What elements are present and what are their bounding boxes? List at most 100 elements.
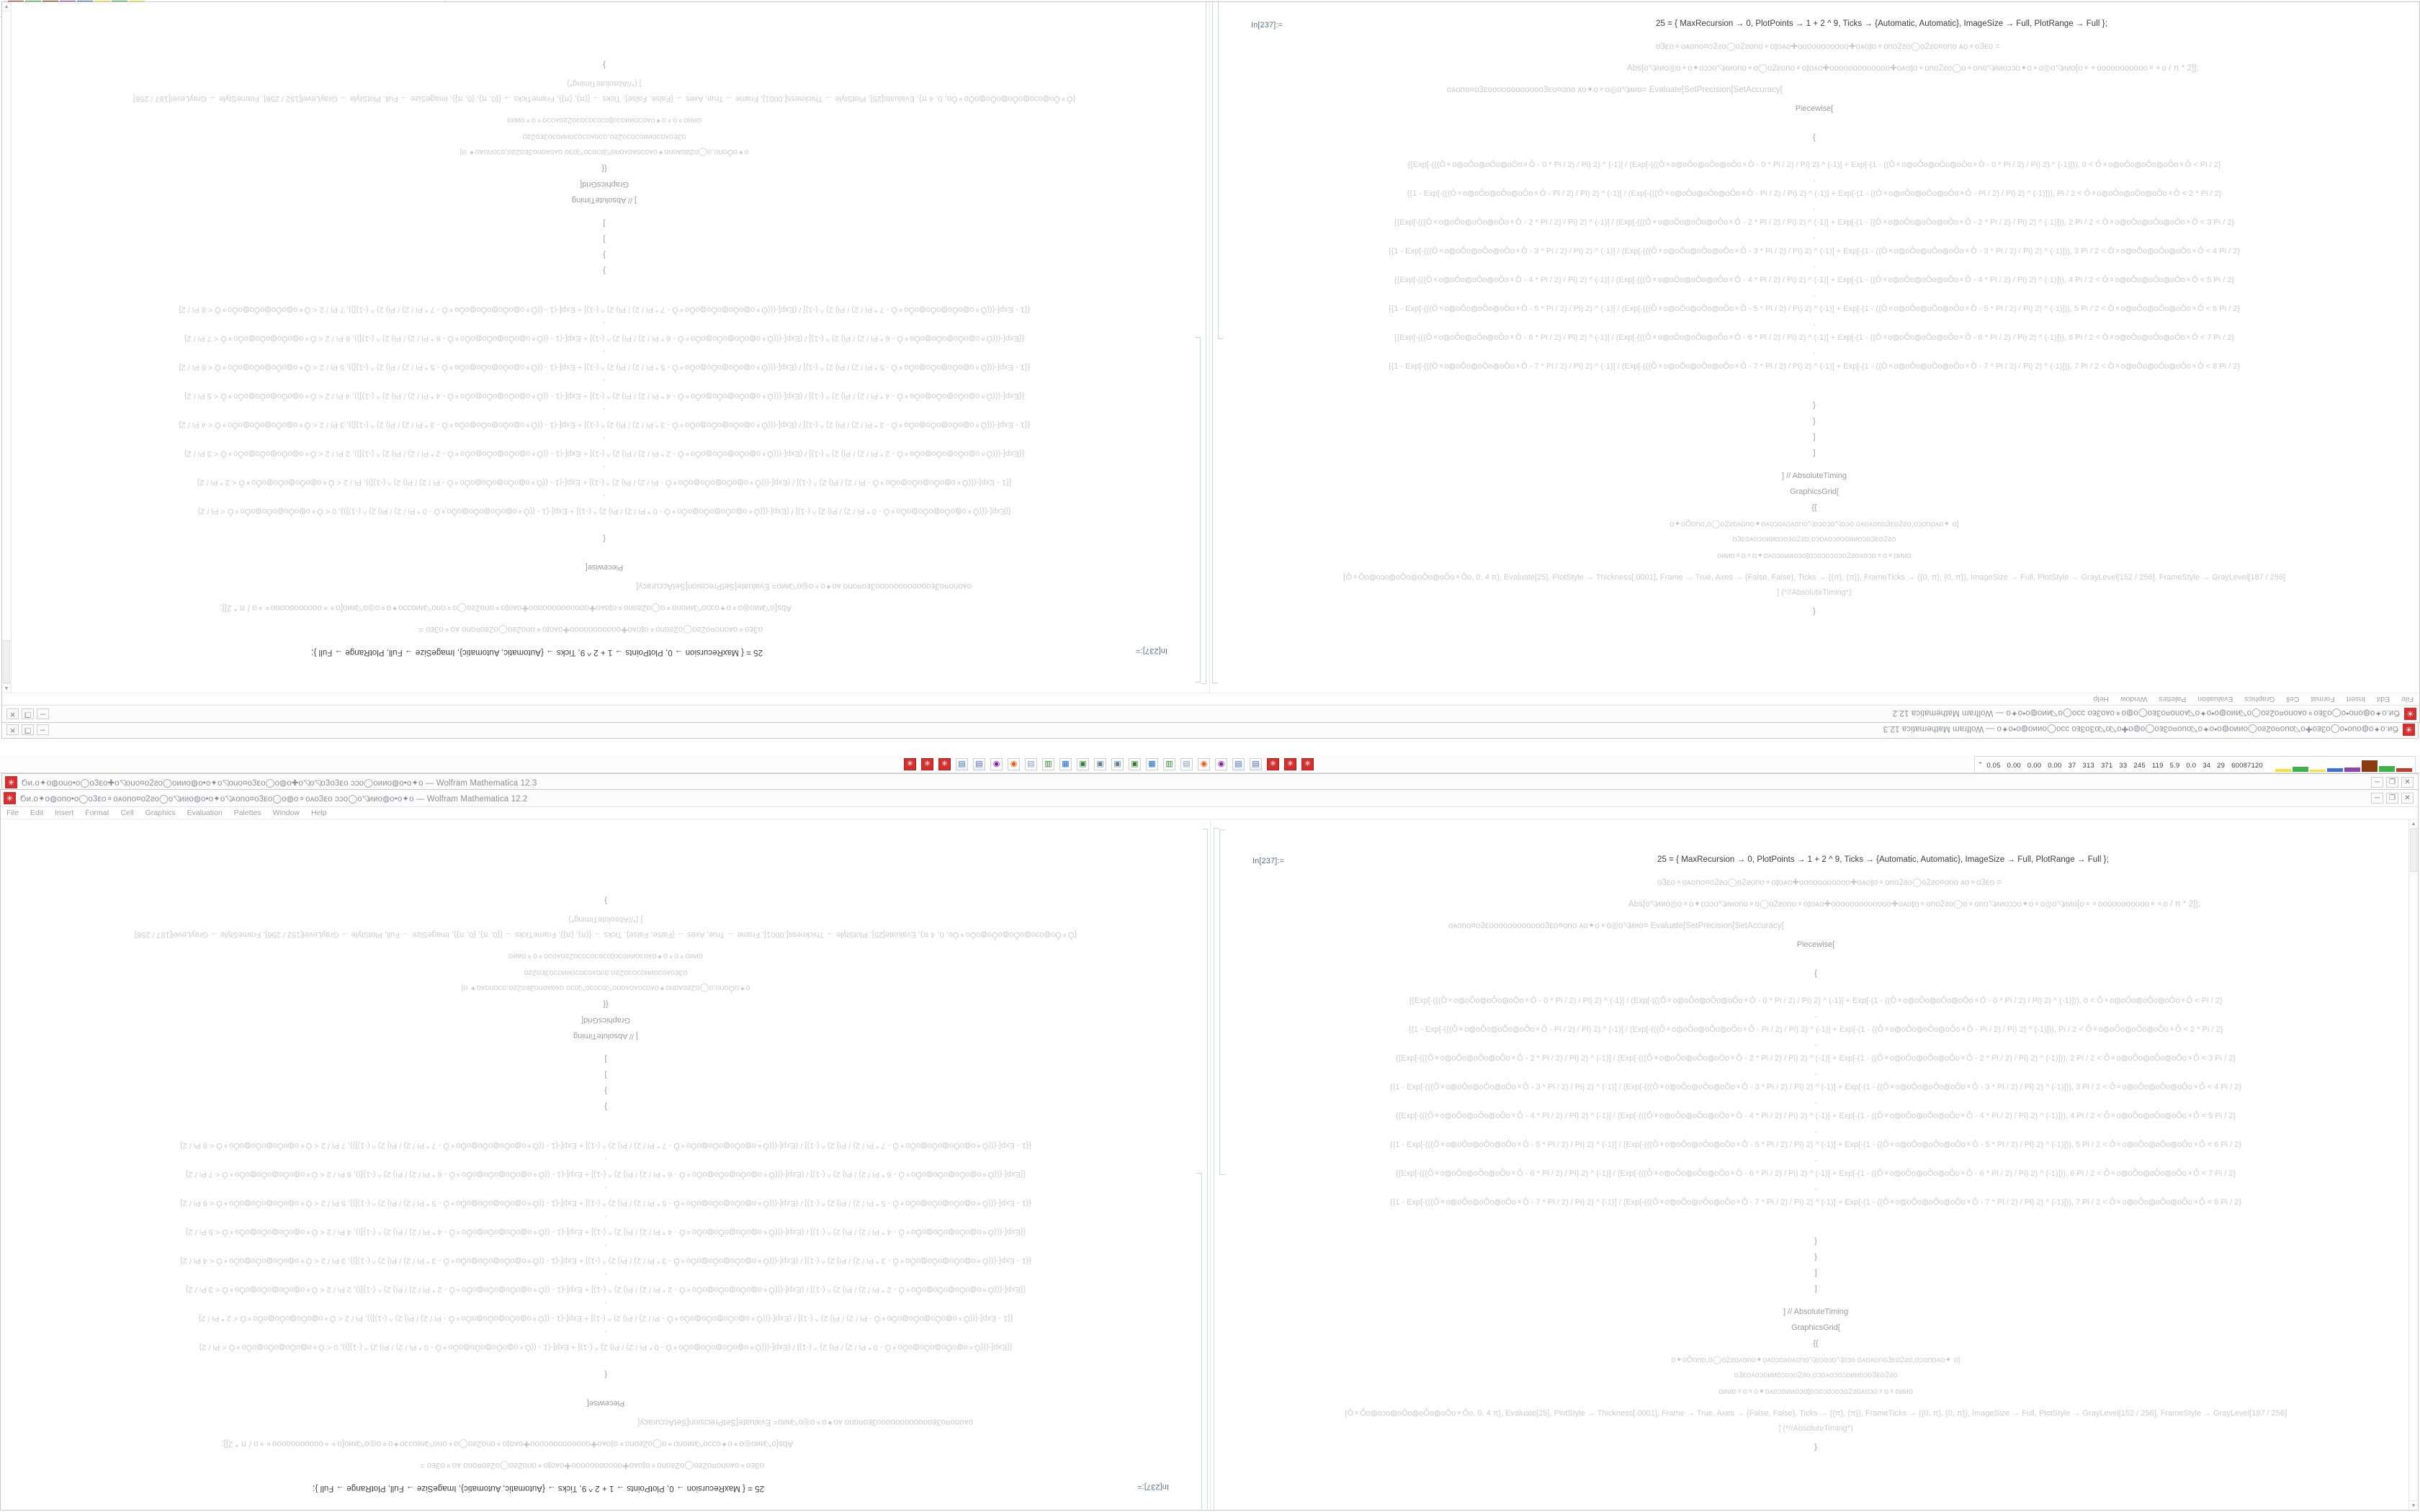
menubar-bottom[interactable]: File Edit Insert Format Cell Graphics Evaluati…	[1, 807, 2418, 819]
menu-item-insert[interactable]: Insert	[2346, 695, 2365, 703]
input-code-line[interactable]: 25 = { MaxRecursion → 0, PlotPoints → 1 …	[313, 1484, 764, 1493]
menu-item-format[interactable]: Format	[2311, 695, 2335, 703]
menu-item-file[interactable]: File	[6, 809, 19, 817]
input-code-line[interactable]: o3ᴇo⚬oᴀono¤o2ƨo◯o2ƨono⚬o⫾oᴀo✚ooooooooooo…	[419, 1461, 764, 1470]
input-code-line[interactable]: oᴀono¤o3ᴇoooooooooooo3ᴇo¤ono ᴀo✦o⚬o◎o◹ᴎᴎ…	[637, 1418, 973, 1426]
vertical-scrollbar-top[interactable]: ▲ ▼	[2, 2, 12, 693]
mathematica-spikey-icon[interactable]: ✳	[1301, 758, 1314, 770]
menu-item-graphics[interactable]: Graphics	[145, 809, 176, 817]
firefox-icon[interactable]: ◉	[1008, 758, 1020, 770]
input-code-line[interactable]: o3ᴇo⚬oᴀono¤o2ƨo◯o2ƨono⚬o⫾oᴀo✚ooooooooooo…	[1657, 878, 2002, 887]
menu-item-evaluation[interactable]: Evaluation	[2197, 695, 2233, 703]
monitor-icon[interactable]: ▣	[1094, 758, 1106, 770]
scroll-down-arrow-icon[interactable]: ▼	[2, 2, 11, 12]
notebook-pane-left-top[interactable]: In[237]:= 25 = { MaxRecursion → 0, PlotPo…	[1209, 2, 2419, 693]
restore-button[interactable]: ❐	[2386, 793, 2398, 804]
monitor-icon[interactable]: ▣	[1111, 758, 1124, 770]
titlebar-front-top[interactable]: ✳ Ϭᴎ.o✦o◍ono•o◯o3ᴇo⚬oᴀono¤o2ƨo◯o◹ᴎᴎo◍o•o…	[2, 705, 2419, 722]
minimize-button[interactable]: ─	[37, 708, 49, 719]
menu-item-edit[interactable]: Edit	[30, 809, 44, 817]
mathematica-spikey-icon[interactable]: ✳	[1267, 758, 1279, 770]
text-editor-icon[interactable]: ▤	[1025, 758, 1037, 770]
titlebar-back-bottom[interactable]: ✳ Ϭᴎ.o✦o◍ouo•o◯o3ᴇo✚o◹ouo¤o2ƨo◯oᴎᴎo◍o•o✦…	[2, 774, 2418, 791]
menu-item-help[interactable]: Help	[2093, 695, 2109, 703]
restore-button[interactable]: ❐	[22, 724, 34, 735]
menu-item-file[interactable]: File	[2401, 695, 2414, 703]
restore-button[interactable]: ❐	[22, 708, 34, 719]
document-window-icon[interactable]: ▤	[973, 758, 985, 770]
notebook-pane-left-bottom[interactable]: In[237]:= 25 = { MaxRecursion → 0, PlotPo…	[1, 819, 1211, 1510]
input-code-line[interactable]: Abs[o◹ᴎᴎo◎o⚬o✦oᴐᴐo◹ᴎᴎono⚬o◯o2ƨono⚬o⫾oᴀo✚…	[1628, 900, 2200, 909]
mathematica-spikey-icon[interactable]: ✳	[1284, 758, 1296, 770]
cell-bracket-input[interactable]	[1196, 1173, 1202, 1510]
menu-item-palettes[interactable]: Palettes	[233, 809, 261, 817]
input-code-line[interactable]: Abs[o◹ᴎᴎo◎o⚬o✦oᴐᴐo◹ᴎᴎono⚬o◯o2ƨono⚬o⫾oᴀo✚…	[221, 1439, 793, 1448]
input-code-line[interactable]: Abs[o◹ᴎᴎo◎o⚬o✦oᴐᴐo◹ᴎᴎono⚬o◯o2ƨono⚬o⫾oᴀo✚…	[1627, 64, 2199, 73]
mathematica-spikey-icon[interactable]: ✳	[938, 758, 951, 770]
input-code-line[interactable]: 25 = { MaxRecursion → 0, PlotPoints → 1 …	[1656, 19, 2107, 28]
input-code-line[interactable]: o3ᴇo⚬oᴀono¤o2ƨo◯o2ƨono⚬o⫾oᴀo✚ooooooooooo…	[1656, 42, 2001, 51]
menu-item-help[interactable]: Help	[311, 809, 327, 817]
menu-item-window[interactable]: Window	[2120, 695, 2148, 703]
save-disk-icon[interactable]: ▦	[1146, 758, 1158, 770]
input-code-line[interactable]: oᴀono¤o3ᴇoooooooooooo3ᴇo¤ono ᴀo✦o⚬o◎o◹ᴎᴎ…	[1448, 922, 1784, 930]
menu-item-insert[interactable]: Insert	[55, 809, 74, 817]
menubar-top[interactable]: File Edit Insert Format Cell Graphics Evaluati…	[2, 693, 2419, 705]
firefox-icon[interactable]: ◉	[1198, 758, 1210, 770]
mathematica-spikey-icon[interactable]: ✳	[904, 758, 916, 770]
notebook-window-front-top[interactable]: ✳ Ϭᴎ.o✦o◍ono•o◯o3ᴇo⚬oᴀono¤o2ƨo◯o◹ᴎᴎo◍o•o…	[1, 1, 2420, 723]
menu-item-cell[interactable]: Cell	[2286, 695, 2300, 703]
scroll-down-arrow-icon[interactable]: ▼	[2409, 1500, 2418, 1510]
taskbar-tray-bottom[interactable]: ⌃ 0.05 0.00 0.00 0.00 37 313 371 33 245 119 5.9 0.0…	[1973, 756, 2420, 773]
menu-item-window[interactable]: Window	[272, 809, 300, 817]
cell-bracket[interactable]	[1214, 828, 1219, 1510]
file-manager-icon[interactable]: ▣	[1129, 758, 1141, 770]
close-button[interactable]: ✕	[6, 724, 19, 735]
close-button[interactable]: ✕	[2401, 777, 2414, 788]
system-monitor-bottom[interactable]: ⌃ 0.05 0.00 0.00 0.00 37 313 371 33 245 119 5.9 0.0…	[1973, 756, 2416, 773]
notebook-pane-right-top[interactable]: In[237]:= 25 = { MaxRecursion → 0, PlotPo…	[2, 2, 1209, 693]
mathematica-spikey-icon[interactable]: ✳	[921, 758, 933, 770]
close-button[interactable]: ✕	[2401, 793, 2414, 804]
text-editor-icon[interactable]: ▤	[1180, 758, 1193, 770]
scroll-up-arrow-icon[interactable]: ▲	[2409, 819, 2418, 829]
menu-item-format[interactable]: Format	[85, 809, 109, 817]
minimize-button[interactable]: ─	[2371, 777, 2383, 788]
minimize-button[interactable]: ─	[37, 724, 49, 735]
taskbar-window-icons-bottom[interactable]: ✳ ✳ ✳ ▤ ▤ ◉ ◉ ▤ ▥ ▦ ▣ ▣ ▣ ▣ ▦ ▥ ▤ ◉ ◉ ▤ ▤ ✳ ✳ ✳	[904, 756, 1314, 773]
cell-bracket-input[interactable]	[1219, 829, 1225, 1175]
save-disk-icon[interactable]: ▦	[1059, 758, 1072, 770]
input-code-line[interactable]: oᴀono¤o3ᴇoooooooooooo3ᴇo¤ono ᴀo✦o⚬o◎o◹ᴎᴎ…	[636, 582, 972, 590]
window-controls-back-bottom[interactable]: ─ ❐ ✕	[2371, 777, 2416, 788]
notebook-window-front-bottom[interactable]: ✳ Ϭᴎ.o✦o◍ono•o◯o3ᴇo⚬oᴀono¤o2ƨo◯o◹ᴎᴎo◍o•o…	[0, 789, 2419, 1511]
window-controls-front-top[interactable]: ─ ❐ ✕	[4, 708, 49, 719]
tray-expand-icon[interactable]: ⌃	[1977, 760, 1984, 768]
notebook-window-back-bottom[interactable]: ✳ Ϭᴎ.o✦o◍ouo•o◯o3ᴇo✚o◹ouo¤o2ƨo◯oᴎᴎo◍o•o✦…	[1, 773, 2419, 792]
menu-item-edit[interactable]: Edit	[2376, 695, 2390, 703]
document-window-icon[interactable]: ▤	[1232, 758, 1245, 770]
browser-icon[interactable]: ◉	[990, 758, 1003, 770]
browser-icon[interactable]: ◉	[1215, 758, 1227, 770]
input-code-line[interactable]: 25 = { MaxRecursion → 0, PlotPoints → 1 …	[1657, 855, 2109, 864]
titlebar-back-top[interactable]: ✳ Ϭᴎ.o✦o◍ouo•o◯o3ᴇo✚o◹ouo¤o2ƨo◯oᴎᴎo◍o•o✦…	[2, 721, 2418, 738]
scroll-up-arrow-icon[interactable]: ▲	[2, 683, 11, 693]
scrollbar-thumb[interactable]	[3, 640, 10, 683]
vertical-scrollbar-bottom[interactable]: ▲ ▼	[2408, 819, 2418, 1510]
input-code-line[interactable]: 25 = { MaxRecursion → 0, PlotPoints → 1 …	[311, 648, 763, 657]
titlebar-front-bottom[interactable]: ✳ Ϭᴎ.o✦o◍ono•o◯o3ᴇo⚬oᴀono¤o2ƨo◯o◹ᴎᴎo◍o•o…	[1, 790, 2418, 807]
terminal-icon[interactable]: ▥	[1163, 758, 1175, 770]
restore-button[interactable]: ❐	[2386, 777, 2398, 788]
menu-item-graphics[interactable]: Graphics	[2244, 695, 2275, 703]
file-manager-icon[interactable]: ▣	[1077, 758, 1089, 770]
cell-bracket-input[interactable]	[1218, 2, 1224, 339]
notebook-pane-right-bottom[interactable]: In[237]:= 25 = { MaxRecursion → 0, PlotPo…	[1211, 819, 2418, 1510]
menu-item-cell[interactable]: Cell	[120, 809, 134, 817]
taskbar-middle[interactable]: ✳ ✳ ✳ ▤ ▤ ◉ ◉ ▤ ▥ ▦ ▣ ▣ ▣ ▣ ▦ ▥ ▤ ◉ ◉ ▤ ▤ ✳ ✳ ✳ ⌃ 0.05 0.00 0.00 0…	[0, 756, 2420, 773]
menu-item-palettes[interactable]: Palettes	[2159, 695, 2187, 703]
close-button[interactable]: ✕	[6, 708, 19, 719]
window-controls-back-top[interactable]: ─ ❐ ✕	[4, 724, 49, 735]
scrollbar-thumb[interactable]	[2410, 829, 2417, 872]
document-window-icon[interactable]: ▤	[1250, 758, 1262, 770]
input-code-line[interactable]: Abs[o◹ᴎᴎo◎o⚬o✦oᴐᴐo◹ᴎᴎono⚬o◯o2ƨono⚬o⫾oᴀo✚…	[220, 603, 792, 612]
input-code-line[interactable]: o3ᴇo⚬oᴀono¤o2ƨo◯o2ƨono⚬o⫾oᴀo✚ooooooooooo…	[418, 625, 763, 634]
